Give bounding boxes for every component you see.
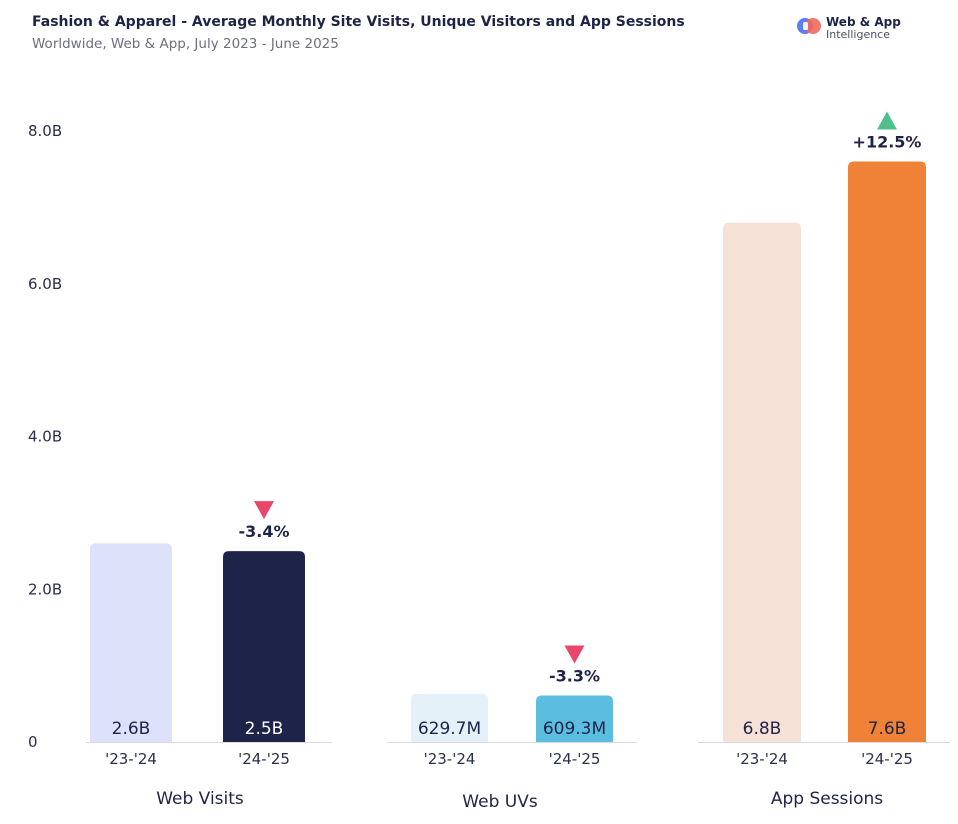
y-tick-label: 0 [28,733,38,751]
category-label: '23-'24 [424,750,476,768]
logo-line1: Web & App [826,15,901,29]
bar [723,222,801,742]
up-arrow-icon [877,111,897,130]
change-label: +12.5% [853,133,922,152]
bar [223,551,305,742]
change-label: -3.3% [549,666,600,685]
logo-line2: Intelligence [826,28,891,41]
bar-value-label: 629.7M [418,719,481,739]
bar [848,161,926,743]
bar [536,695,613,742]
group-label: Web UVs [462,792,538,812]
bar-value-label: 2.5B [245,719,284,739]
down-arrow-icon [254,501,274,520]
group-label: Web Visits [156,789,244,809]
brand-logo: Web & App Intelligence [796,15,936,43]
group-label: App Sessions [771,789,883,809]
bar-value-label: 7.6B [868,719,907,739]
chart-subtitle: Worldwide, Web & App, July 2023 - June 2… [32,36,339,52]
y-tick-label: 6.0B [28,275,62,293]
bar-value-label: 6.8B [743,719,782,739]
category-label: '24-'25 [549,750,601,768]
category-label: '24-'25 [238,750,290,768]
bar-value-label: 2.6B [112,719,151,739]
chart-title: Fashion & Apparel - Average Monthly Site… [32,14,685,30]
bar [411,693,488,742]
down-arrow-icon [564,645,585,664]
change-label: -3.4% [238,522,289,541]
bar-value-label: 609.3M [543,719,606,739]
y-tick-label: 8.0B [28,122,62,140]
y-tick-label: 2.0B [28,580,62,598]
category-label: '24-'25 [861,750,913,768]
y-tick-label: 4.0B [28,428,62,446]
category-label: '23-'24 [736,750,788,768]
category-label: '23-'24 [105,750,157,768]
logo-icon [797,18,821,34]
bar [90,543,172,742]
